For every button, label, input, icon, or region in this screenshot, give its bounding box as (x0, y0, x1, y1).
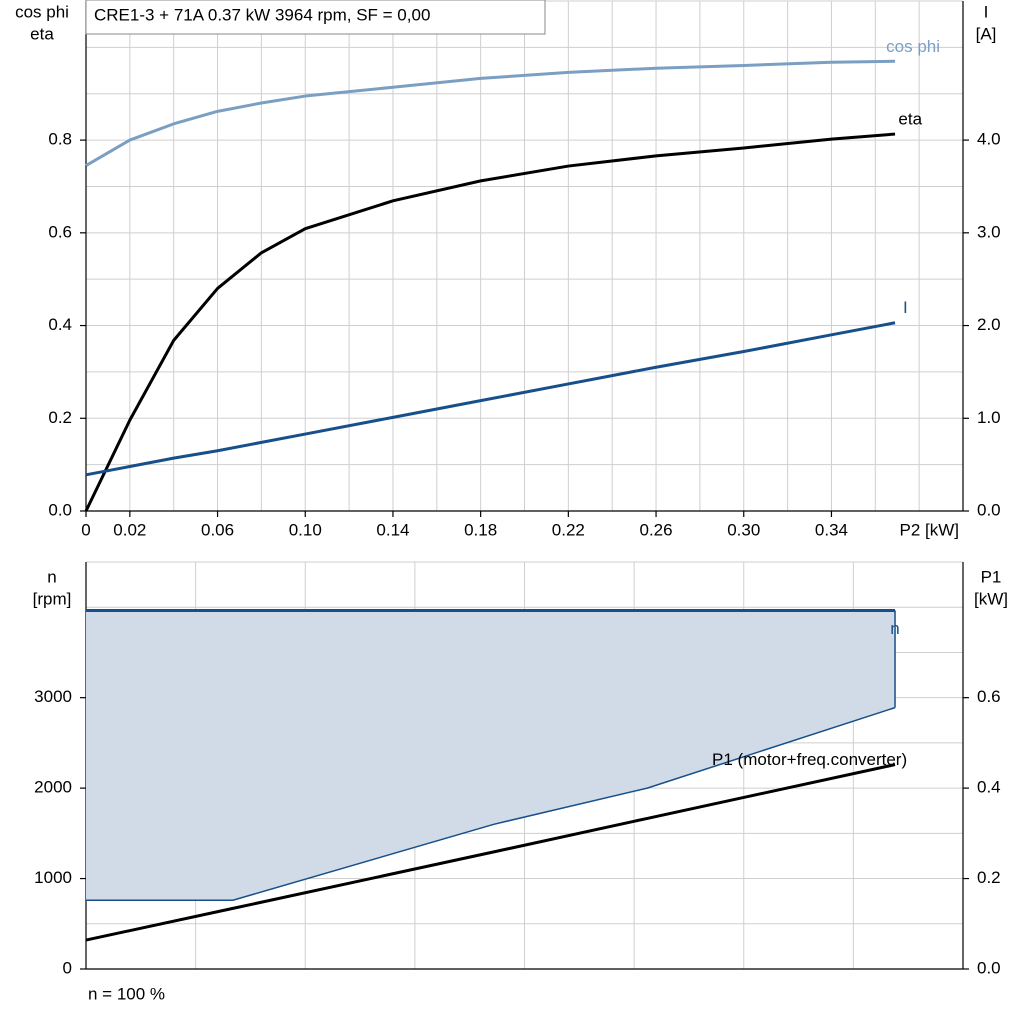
y2-tick-label: 0.2 (977, 868, 1001, 887)
y2-tick-label: 0.4 (977, 778, 1001, 797)
x-tick-label: 0 (81, 520, 90, 539)
range-area (86, 610, 896, 901)
y-axis-title: cos phi (15, 2, 69, 21)
x-tick-label: 0.34 (815, 520, 848, 539)
annotation: n = 100 % (88, 984, 165, 1003)
x-tick-label: 0.26 (640, 520, 673, 539)
y-axis-title: eta (30, 24, 54, 43)
y2-axis-title: [kW] (974, 589, 1008, 608)
y-tick-label: 0.8 (48, 130, 72, 149)
y-tick-label: 0.6 (48, 222, 72, 241)
y2-tick-label: 1.0 (977, 408, 1001, 427)
series-label: P1 (motor+freq.converter) (712, 750, 907, 769)
y2-axis-title: [A] (976, 24, 997, 43)
y-tick-label: 0 (63, 958, 72, 977)
series-line (85, 321, 896, 477)
y-axis-title: n (47, 567, 56, 586)
series-label: I (903, 298, 908, 317)
series-line (84, 132, 896, 512)
y2-axis-title: I (984, 2, 989, 21)
y2-tick-label: 3.0 (977, 222, 1001, 241)
series-line (85, 59, 896, 167)
y-tick-label: 0.4 (48, 315, 72, 334)
series-line (85, 763, 896, 942)
y-tick-label: 3000 (34, 687, 72, 706)
y-tick-label: 1000 (34, 868, 72, 887)
x-tick-label: 0.10 (289, 520, 322, 539)
x-tick-label: 0.06 (201, 520, 234, 539)
title-box (85, 0, 546, 35)
y-tick-label: 0.2 (48, 408, 72, 427)
series-label: n (890, 619, 899, 638)
y-tick-label: 2000 (34, 778, 72, 797)
y2-tick-label: 4.0 (977, 130, 1001, 149)
x-tick-label: 0.30 (727, 520, 760, 539)
x-axis-title: P2 [kW] (899, 520, 959, 539)
chart-title: CRE1-3 + 71A 0.37 kW 3964 rpm, SF = 0,00 (94, 5, 430, 24)
series-label: cos phi (886, 37, 940, 56)
x-tick-label: 0.02 (113, 520, 146, 539)
series-label: eta (898, 110, 922, 129)
y-tick-label: 0.0 (48, 500, 72, 519)
y2-tick-label: 0.6 (977, 687, 1001, 706)
y2-tick-label: 2.0 (977, 315, 1001, 334)
x-tick-label: 0.18 (464, 520, 497, 539)
x-tick-label: 0.14 (376, 520, 409, 539)
y-axis-title: [rpm] (33, 589, 72, 608)
y2-axis-title: P1 (981, 567, 1002, 586)
range-lower-line (86, 706, 896, 902)
y2-tick-label: 0.0 (977, 500, 1001, 519)
x-tick-label: 0.22 (552, 520, 585, 539)
y2-tick-label: 0.0 (977, 958, 1001, 977)
